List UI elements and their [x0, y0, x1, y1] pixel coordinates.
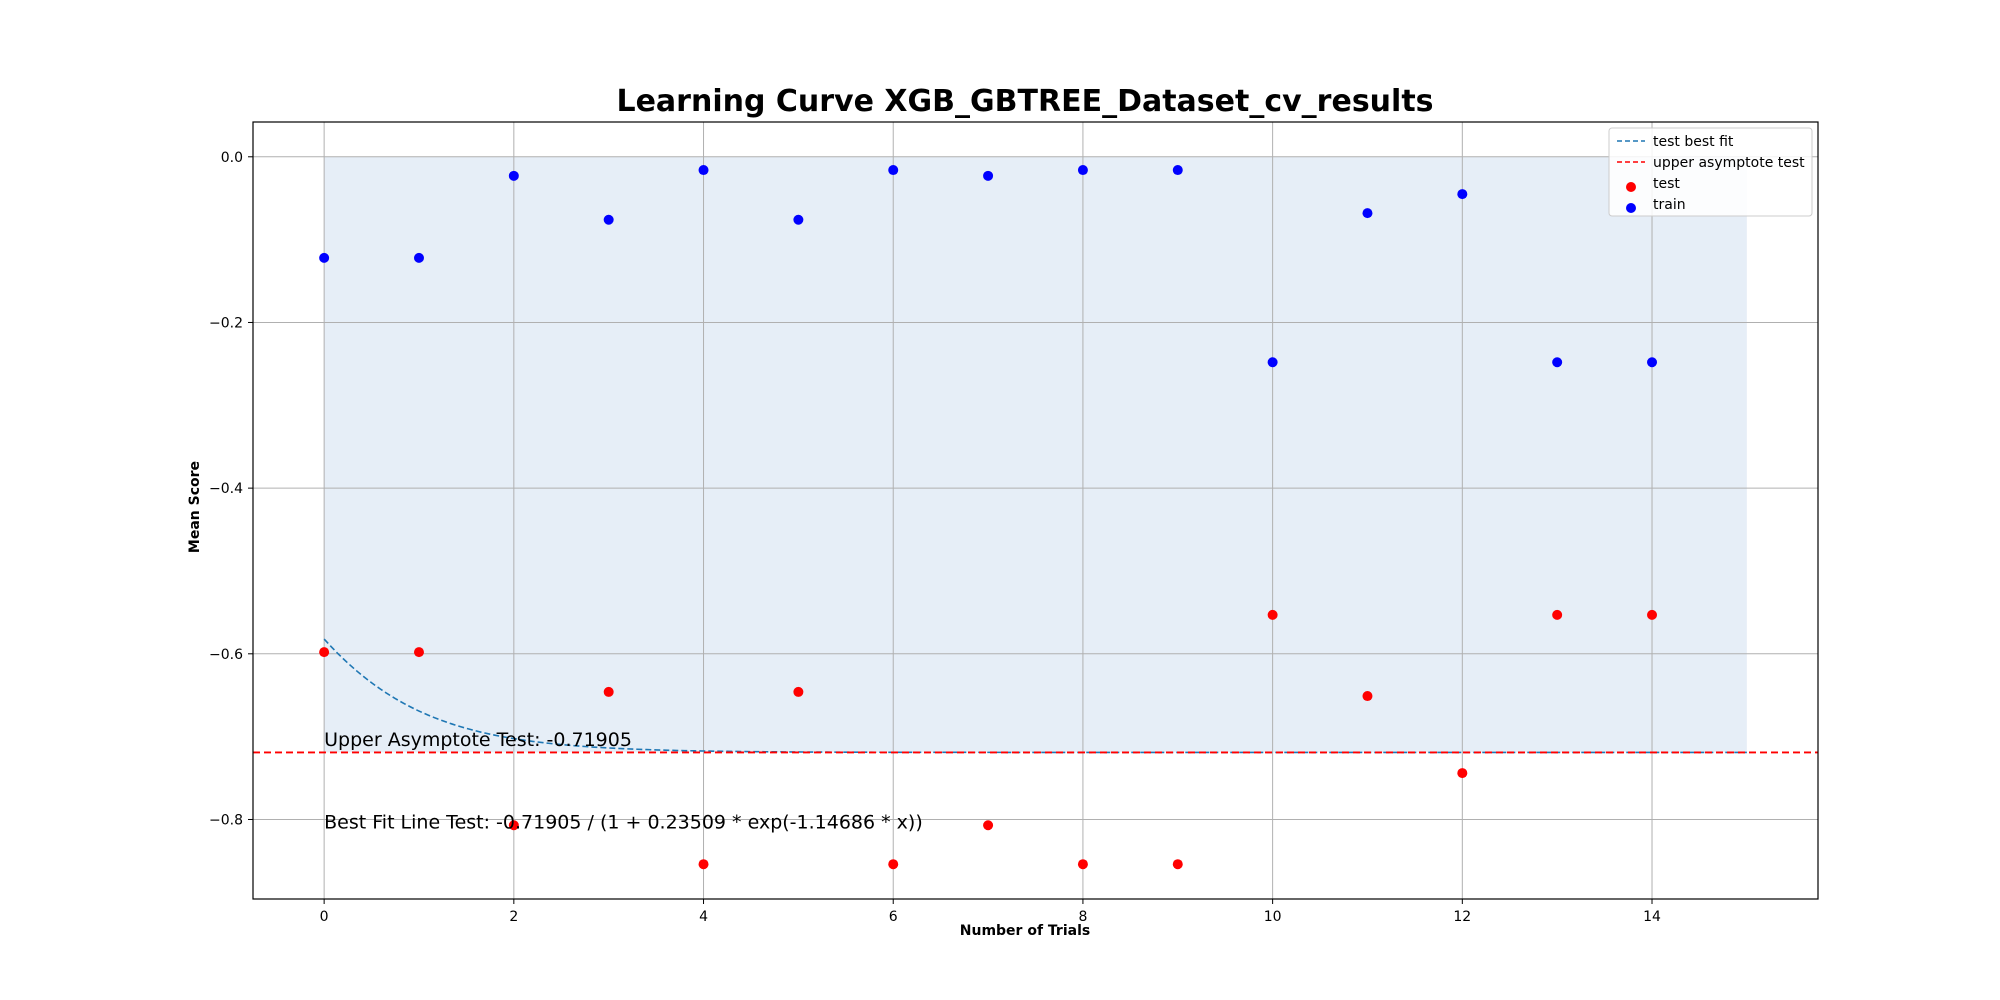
- annotation-2: Best Fit Line Test: -0.71905 / (1 + 0.23…: [324, 812, 923, 834]
- test-point: [1267, 609, 1278, 620]
- train-point: [1552, 357, 1563, 368]
- test-point: [983, 820, 994, 831]
- test-point: [793, 686, 804, 697]
- test-point: [508, 820, 519, 831]
- x-tick-label: 2: [509, 909, 518, 925]
- train-point: [983, 170, 994, 181]
- x-tick-label: 6: [889, 909, 898, 925]
- train-point: [793, 214, 804, 225]
- legend-label-2: upper asymptote test: [1653, 155, 1805, 171]
- y-tick-label: 0.0: [221, 150, 243, 166]
- test-point: [1172, 859, 1183, 870]
- y-axis-title: Mean Score: [187, 461, 203, 553]
- legend-box: [1608, 127, 1813, 217]
- x-tick-label: 12: [1453, 909, 1471, 925]
- train-point: [603, 214, 614, 225]
- legend-marker-4: [1626, 203, 1636, 213]
- train-point: [1647, 357, 1658, 368]
- train-point: [1457, 189, 1468, 200]
- train-point: [1077, 165, 1088, 176]
- test-point: [1077, 859, 1088, 870]
- test-point: [1647, 609, 1658, 620]
- chart-title: Learning Curve XGB_GBTREE_Dataset_cv_res…: [616, 84, 1433, 119]
- legend-label-4: train: [1653, 197, 1686, 213]
- train-point: [1362, 208, 1373, 219]
- train-point: [888, 165, 899, 176]
- test-point: [1552, 609, 1563, 620]
- train-point: [508, 170, 519, 181]
- train-point: [1267, 357, 1278, 368]
- train-point: [319, 252, 330, 263]
- x-tick-label: 0: [320, 909, 329, 925]
- test-point: [1362, 691, 1373, 702]
- test-point: [319, 647, 330, 658]
- test-point: [413, 647, 424, 658]
- legend-label-1: test best fit: [1653, 134, 1734, 150]
- test-point: [698, 859, 709, 870]
- x-tick-label: 10: [1264, 909, 1282, 925]
- x-tick-label: 4: [699, 909, 708, 925]
- train-point: [1172, 165, 1183, 176]
- test-point: [1457, 768, 1468, 779]
- legend-marker-3: [1626, 182, 1636, 192]
- plot-frame: [252, 121, 1819, 900]
- x-axis-title: Number of Trials: [960, 923, 1090, 939]
- y-tick-label: −0.6: [209, 647, 243, 663]
- x-tick-label: 8: [1078, 909, 1087, 925]
- train-point: [698, 165, 709, 176]
- test-point: [888, 859, 899, 870]
- train-point: [413, 252, 424, 263]
- x-tick-label: 14: [1643, 909, 1661, 925]
- shaded-region: [324, 156, 1747, 753]
- y-tick-label: −0.2: [209, 315, 243, 331]
- test-point: [603, 686, 614, 697]
- y-tick-label: −0.8: [209, 812, 243, 828]
- legend-label-3: test: [1653, 176, 1680, 192]
- annotation-1: Upper Asymptote Test: -0.71905: [324, 729, 632, 751]
- y-tick-label: −0.4: [209, 481, 243, 497]
